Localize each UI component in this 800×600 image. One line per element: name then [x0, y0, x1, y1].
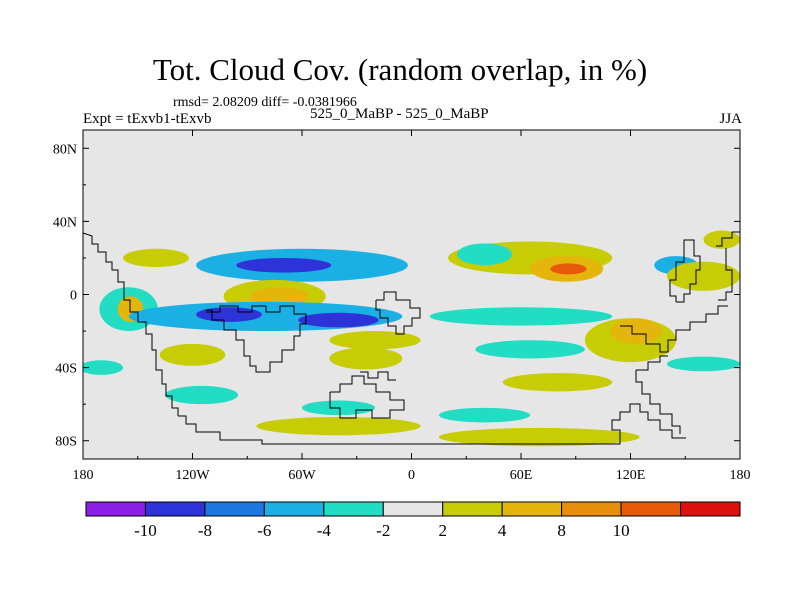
contour-cool-north-pacific-core	[236, 257, 332, 273]
contour-yellow-east-atlantic	[329, 331, 421, 350]
contour-yellow-north-pacific	[123, 248, 189, 268]
contour-cool-west-pacific-s	[667, 356, 740, 372]
contour-yellow-southern-ocean	[256, 416, 421, 436]
colorbar-swatch	[620, 501, 682, 517]
x-tick-label: 120W	[175, 468, 210, 483]
y-tick-label: 40N	[53, 215, 77, 230]
contour-warm-east-pacific-core	[250, 287, 310, 306]
colorbar-swatch	[382, 501, 444, 517]
colorbar-label: -8	[198, 521, 212, 540]
colorbar-swatch	[680, 501, 741, 517]
coastline-americas-west	[83, 232, 179, 416]
cases-label: 525_0_MaBP - 525_0_MaBP	[310, 106, 489, 122]
y-axis: 80N 40N 0 40S 80S	[53, 142, 740, 450]
season-label: JJA	[719, 111, 742, 127]
colorbar-label: -2	[376, 521, 390, 540]
contour-cool-equatorial-core-e	[298, 312, 379, 328]
contour-cool-south-pacific-w	[83, 360, 124, 375]
coastline-africa	[375, 291, 421, 335]
chart-title: Tot. Cloud Cov. (random overlap, in %)	[152, 52, 648, 87]
colorbar-label: 4	[498, 521, 507, 540]
plot-background	[83, 130, 740, 459]
x-tick-label: 60W	[288, 468, 316, 483]
colorbar-label: -6	[257, 521, 271, 540]
x-tick-label: 60E	[510, 468, 533, 483]
x-tick-label: 180	[73, 468, 94, 483]
colorbar-label: -10	[134, 521, 157, 540]
contour-warm-maritime-continent	[610, 318, 662, 344]
colorbar-swatch	[501, 501, 563, 517]
contour-yellow-southern-ocean-e	[438, 427, 640, 447]
contour-yellow-south-pacific	[159, 343, 226, 366]
contour-yellow-south-atlantic	[329, 347, 403, 370]
coastlines	[83, 231, 740, 445]
y-tick-label: 40S	[55, 362, 77, 377]
y-tick-label: 80N	[53, 142, 77, 157]
contour-yellow-west-pacific	[667, 261, 740, 291]
coastline-antarctica	[178, 403, 686, 445]
contour-warm-bay-of-bengal-core	[550, 263, 587, 275]
colorbar-swatch	[85, 501, 146, 517]
x-tick-label: 0	[408, 468, 415, 483]
contour-cool-southern-ocean-e	[438, 407, 531, 423]
coastline-asia-east	[669, 239, 701, 303]
contour-cool-equatorial-core-w	[196, 307, 262, 322]
colorbar-swatch	[442, 501, 503, 517]
colorbar-swatch	[144, 501, 206, 517]
x-tick-label: 120E	[616, 468, 646, 483]
coastline-pacific-east	[716, 231, 740, 247]
colorbar-swatch	[561, 501, 622, 517]
colorbar-swatch	[263, 501, 325, 517]
x-axis: 180 120W 60W 0 60E 120E 180	[73, 130, 751, 483]
colorbar-label: 10	[613, 521, 630, 540]
coastline-south-america	[206, 305, 307, 373]
colorbar: -10 -8 -6 -4 -2 2 4 8 10	[85, 501, 741, 540]
coastline-maritime	[620, 305, 728, 353]
colorbar-label: 2	[438, 521, 447, 540]
coastline-australia-west	[636, 355, 668, 371]
contour-cool-south-indian-ocean	[475, 340, 585, 359]
experiment-label: Expt = tExvb1-tExvb	[83, 111, 212, 127]
colorbar-swatch	[204, 501, 265, 517]
colorbar-swatch	[323, 501, 384, 517]
colorbar-label: -4	[317, 521, 332, 540]
contour-features	[83, 230, 740, 447]
contour-cool-indian-ocean-eq	[429, 307, 613, 326]
coastline-south-atlantic	[329, 375, 405, 419]
x-tick-label: 180	[730, 468, 751, 483]
contour-cool-arabian-sea	[457, 243, 512, 266]
y-tick-label: 0	[70, 289, 77, 304]
coastline-pacific-east-2	[718, 248, 733, 301]
y-tick-label: 80S	[55, 435, 77, 450]
colorbar-label: 8	[557, 521, 566, 540]
contour-yellow-south-indian	[502, 373, 613, 392]
contour-cool-south-pacific	[165, 385, 239, 405]
coastline-australia	[635, 370, 681, 434]
coastline-south-atlantic-2	[360, 371, 396, 381]
stats-label: rmsd= 2.08209 diff= -0.0381966	[173, 95, 357, 110]
